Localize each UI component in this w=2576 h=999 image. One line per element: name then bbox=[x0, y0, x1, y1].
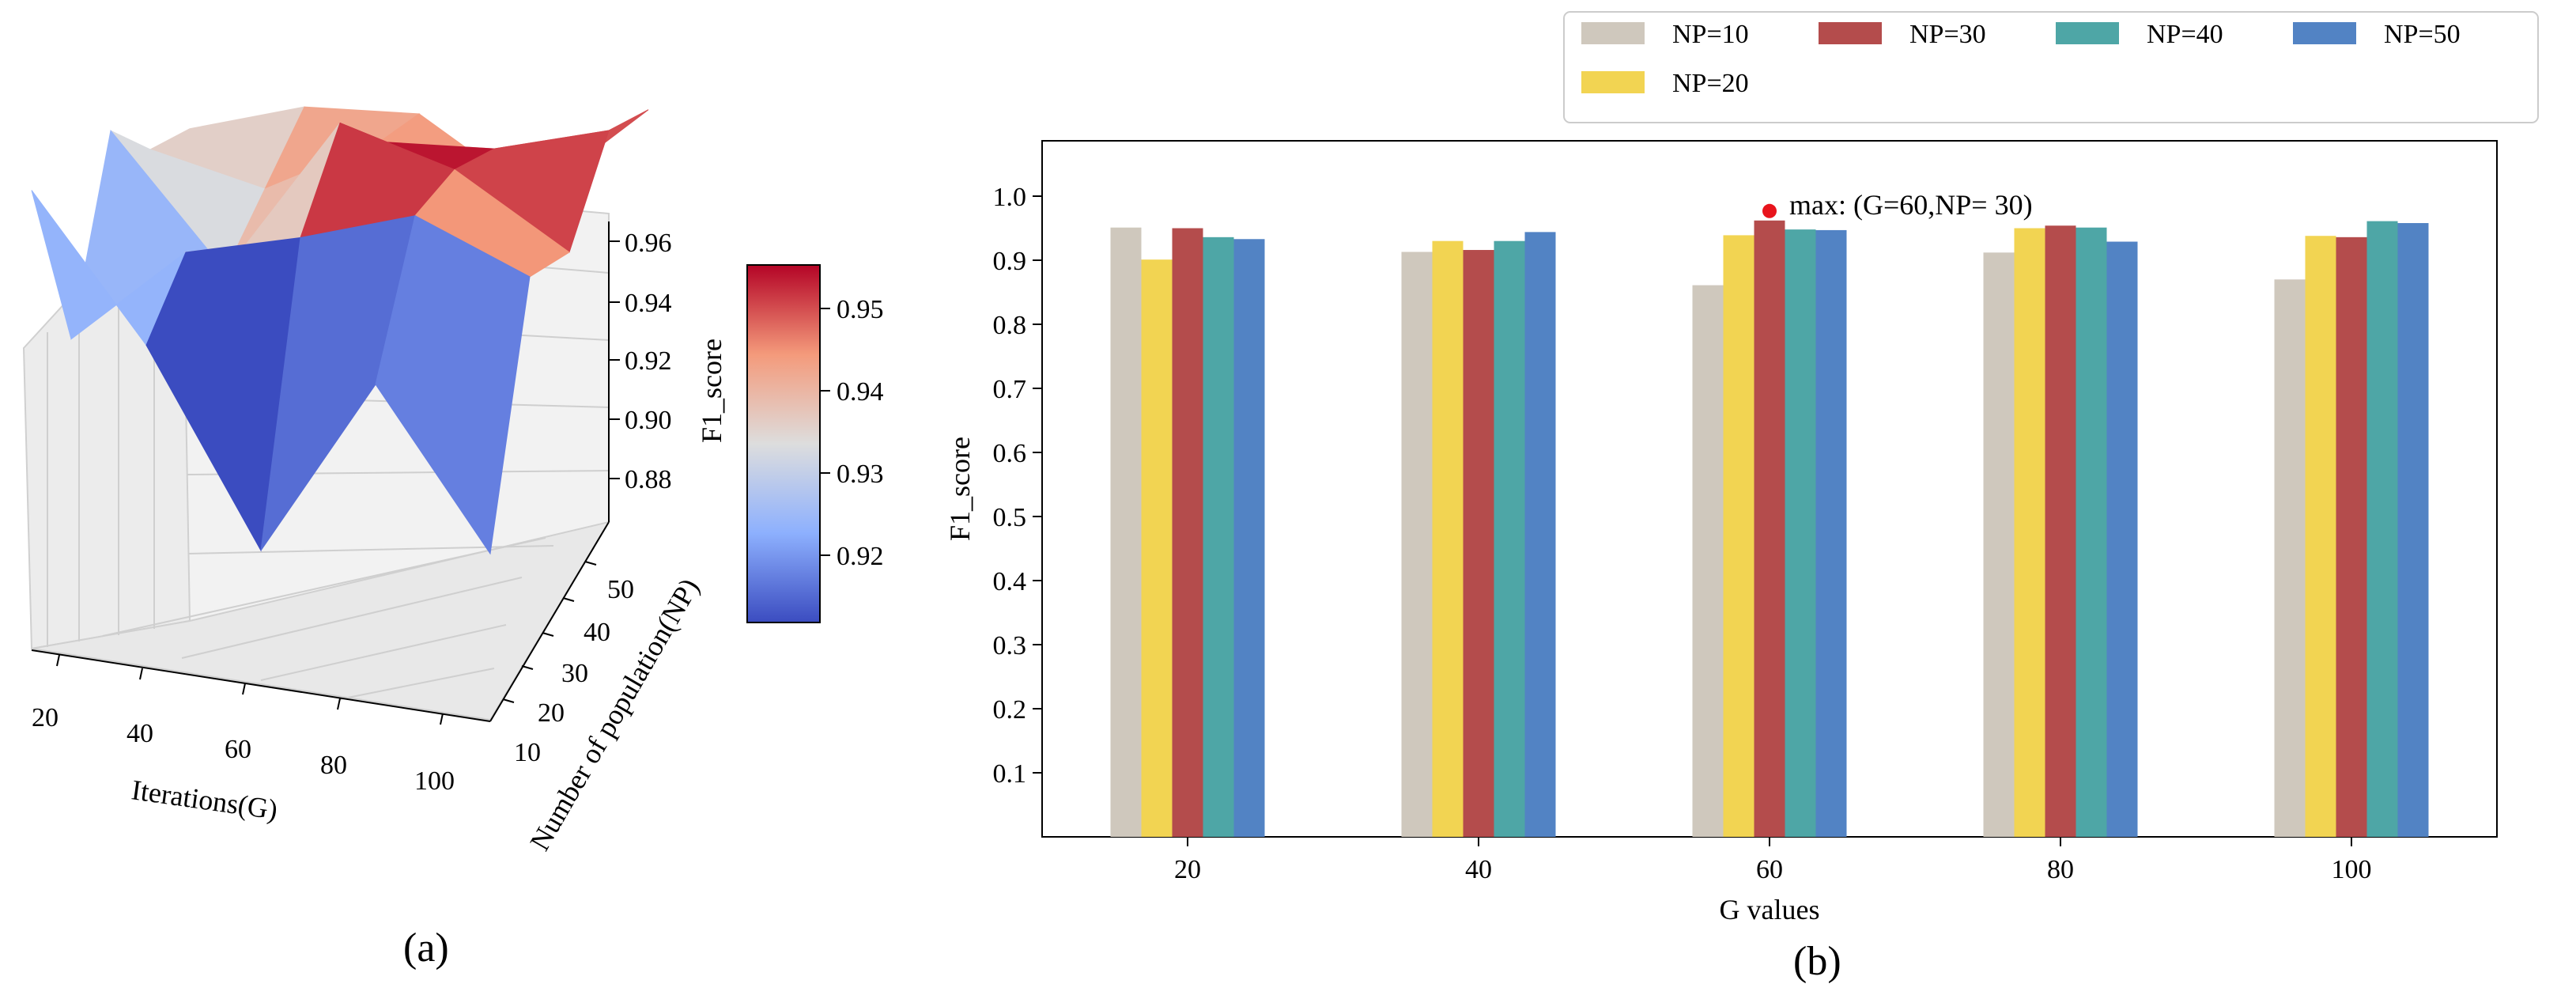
x-tick-label: 80 bbox=[2047, 855, 2074, 884]
x-axis-ticks: 20 40 60 80 100 bbox=[32, 654, 455, 796]
colorbar-ticks: 0.95 0.94 0.93 0.92 bbox=[820, 295, 884, 571]
legend: NP=10 NP=20 NP=30 NP=40 NP=50 bbox=[1563, 11, 2539, 123]
bar-np-50-g40 bbox=[1524, 232, 1556, 837]
y-axis-line bbox=[489, 521, 610, 722]
x-tick-label: 60 bbox=[225, 735, 251, 764]
max-annotation-text: max: (G=60,NP= 30) bbox=[1789, 189, 2033, 221]
y-tick-label: 10 bbox=[514, 738, 541, 767]
colorbar bbox=[746, 264, 821, 623]
x-tick-label: 40 bbox=[1465, 855, 1492, 884]
z-tick-label: 0.96 bbox=[625, 229, 672, 258]
y-tick-label: 0.3 bbox=[993, 631, 1027, 660]
bar-np-40-g100 bbox=[2366, 221, 2398, 838]
y-axis-ticks: 10 20 30 40 50 bbox=[502, 561, 634, 767]
legend-label: NP=50 bbox=[2384, 20, 2461, 49]
y-tick-label: 0.6 bbox=[993, 439, 1027, 468]
y-tick-label: 0.1 bbox=[993, 759, 1027, 789]
x-axis-label: Iterations(G) bbox=[130, 774, 280, 825]
bar-np-20-g60 bbox=[1723, 235, 1754, 837]
y-tick-label: 20 bbox=[538, 698, 565, 728]
surface bbox=[31, 106, 649, 555]
max-marker bbox=[1762, 203, 1777, 218]
legend-swatch bbox=[2056, 22, 2119, 44]
x-axis-ticks: 20 40 60 80 100 bbox=[1174, 837, 2372, 884]
bar-np-20-g20 bbox=[1141, 259, 1173, 837]
bar-np-50-g80 bbox=[2106, 241, 2138, 837]
bar-np-30-g20 bbox=[1172, 228, 1203, 837]
bar-np-10-g20 bbox=[1110, 227, 1142, 837]
bar-np-20-g80 bbox=[2014, 228, 2045, 837]
y-tick-label: 1.0 bbox=[993, 183, 1027, 212]
x-tick-label: 40 bbox=[127, 719, 153, 748]
legend-swatch bbox=[1581, 22, 1645, 44]
bar-np-50-g60 bbox=[1815, 229, 1847, 837]
z-tick-label: 0.94 bbox=[625, 289, 672, 318]
bar-np-30-g40 bbox=[1463, 250, 1494, 837]
x-tick-label: 60 bbox=[1756, 855, 1783, 884]
bar-np-40-g40 bbox=[1494, 240, 1525, 837]
bar-np-10-g100 bbox=[2274, 279, 2306, 837]
y-tick-label: 40 bbox=[584, 618, 610, 647]
y-tick-label: 0.7 bbox=[993, 375, 1027, 404]
x-tick-label: 100 bbox=[414, 766, 455, 796]
bar-np-10-g60 bbox=[1692, 285, 1724, 838]
legend-label: NP=40 bbox=[2147, 20, 2223, 49]
z-tick-label: 0.92 bbox=[625, 346, 672, 376]
panel-a-label: (a) bbox=[403, 925, 449, 971]
bar-np-50-g20 bbox=[1233, 239, 1265, 837]
colorbar-tick-label: 0.95 bbox=[837, 295, 884, 324]
y-tick-label: 0.8 bbox=[993, 311, 1027, 340]
y-tick-label: 50 bbox=[607, 575, 634, 604]
bar-np-10-g40 bbox=[1401, 252, 1433, 838]
bars bbox=[1110, 220, 2429, 838]
x-tick-label: 20 bbox=[1174, 855, 1201, 884]
bar-np-40-g20 bbox=[1203, 237, 1234, 838]
y-tick-label: 0.4 bbox=[993, 567, 1027, 596]
bar-np-10-g80 bbox=[1983, 252, 2015, 837]
legend-label: NP=20 bbox=[1672, 69, 1749, 98]
bar-np-20-g100 bbox=[2305, 236, 2336, 838]
panel-a-surface-chart: 20 40 60 80 100 Iterations(G) 10 20 30 4… bbox=[22, 106, 884, 971]
y-axis-ticks: 0.1 0.2 0.3 0.4 0.5 0.6 0.7 0.8 0.9 1.0 bbox=[993, 183, 1042, 789]
bar-np-30-g80 bbox=[2045, 225, 2076, 837]
x-axis-line bbox=[31, 649, 491, 722]
bar-np-30-g60 bbox=[1754, 220, 1785, 837]
panel-b-bar-chart: 0.1 0.2 0.3 0.4 0.5 0.6 0.7 0.8 0.9 1.0 20 40 60 80 1… bbox=[944, 11, 2539, 984]
y-tick-label: 0.2 bbox=[993, 695, 1027, 725]
surface-patch bbox=[375, 214, 531, 555]
max-annotation: max: (G=60,NP= 30) bbox=[1762, 189, 2033, 221]
legend-swatch bbox=[1581, 71, 1645, 93]
x-tick-label: 20 bbox=[32, 703, 59, 732]
bar-np-40-g60 bbox=[1785, 229, 1816, 837]
z-tick-label: 0.88 bbox=[625, 465, 672, 494]
z-axis-ticks: 0.96 0.94 0.92 0.90 0.88 bbox=[609, 229, 672, 494]
x-axis-label: G values bbox=[1720, 894, 1820, 925]
panel-b-label: (b) bbox=[1793, 939, 1841, 984]
legend-label: NP=10 bbox=[1672, 20, 1749, 49]
x-tick-label: 80 bbox=[320, 751, 347, 780]
bar-np-50-g100 bbox=[2397, 223, 2429, 837]
bar-np-20-g40 bbox=[1432, 240, 1464, 837]
y-tick-label: 0.5 bbox=[993, 503, 1027, 532]
bar-np-30-g100 bbox=[2336, 237, 2367, 838]
colorbar-tick-label: 0.92 bbox=[837, 542, 884, 571]
colorbar-tick-label: 0.94 bbox=[837, 377, 884, 407]
y-tick-label: 0.9 bbox=[993, 247, 1027, 276]
z-axis-label: F1_score bbox=[696, 339, 727, 443]
y-tick-label: 30 bbox=[561, 659, 588, 688]
legend-label: NP=30 bbox=[1909, 20, 1986, 49]
colorbar-tick-label: 0.93 bbox=[837, 460, 884, 489]
legend-swatch bbox=[1819, 22, 1882, 44]
legend-swatch bbox=[2293, 22, 2356, 44]
x-tick-label: 100 bbox=[2332, 855, 2372, 884]
bar-np-40-g80 bbox=[2076, 227, 2107, 837]
y-axis-label: F1_score bbox=[944, 437, 976, 541]
z-tick-label: 0.90 bbox=[625, 406, 672, 435]
